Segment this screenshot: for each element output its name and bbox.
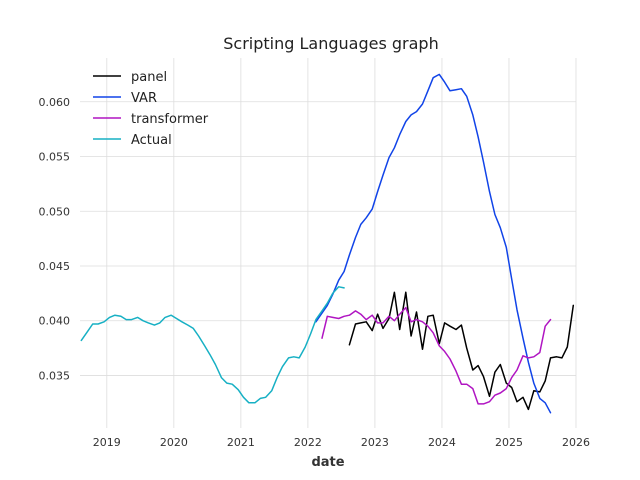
y-tick-label: 0.040 — [39, 315, 71, 328]
series-line-actual — [80, 286, 345, 404]
x-tick-label: 2025 — [495, 436, 523, 449]
x-tick-label: 2023 — [361, 436, 389, 449]
x-tick-label: 2019 — [93, 436, 121, 449]
series-lines — [80, 73, 575, 414]
legend-label: transformer — [131, 112, 209, 127]
x-tick-label: 2024 — [428, 436, 456, 449]
x-tick-label: 2026 — [562, 436, 590, 449]
x-tick-label: 2020 — [160, 436, 188, 449]
legend: panel VAR transformer Actual — [93, 70, 209, 148]
chart-title: Scripting Languages graph — [223, 34, 438, 53]
grid — [80, 58, 577, 428]
y-tick-label: 0.055 — [39, 151, 71, 164]
series-line-panel — [348, 291, 575, 411]
y-tick-label: 0.060 — [39, 96, 71, 109]
legend-label: Actual — [131, 133, 172, 148]
y-axis-ticks: 0.035 0.040 0.045 0.050 0.055 0.060 — [39, 96, 71, 383]
y-tick-label: 0.050 — [39, 205, 71, 218]
series-line-var — [315, 73, 552, 414]
legend-label: panel — [131, 70, 167, 85]
x-tick-label: 2021 — [227, 436, 255, 449]
series-line-transformer — [321, 306, 552, 405]
x-axis-ticks: 2019 2020 2021 2022 2023 2024 2025 2026 — [93, 436, 590, 449]
legend-label: VAR — [131, 91, 157, 106]
y-tick-label: 0.035 — [39, 369, 71, 382]
y-tick-label: 0.045 — [39, 260, 71, 273]
x-tick-label: 2022 — [294, 436, 322, 449]
x-axis-label: date — [311, 455, 344, 470]
